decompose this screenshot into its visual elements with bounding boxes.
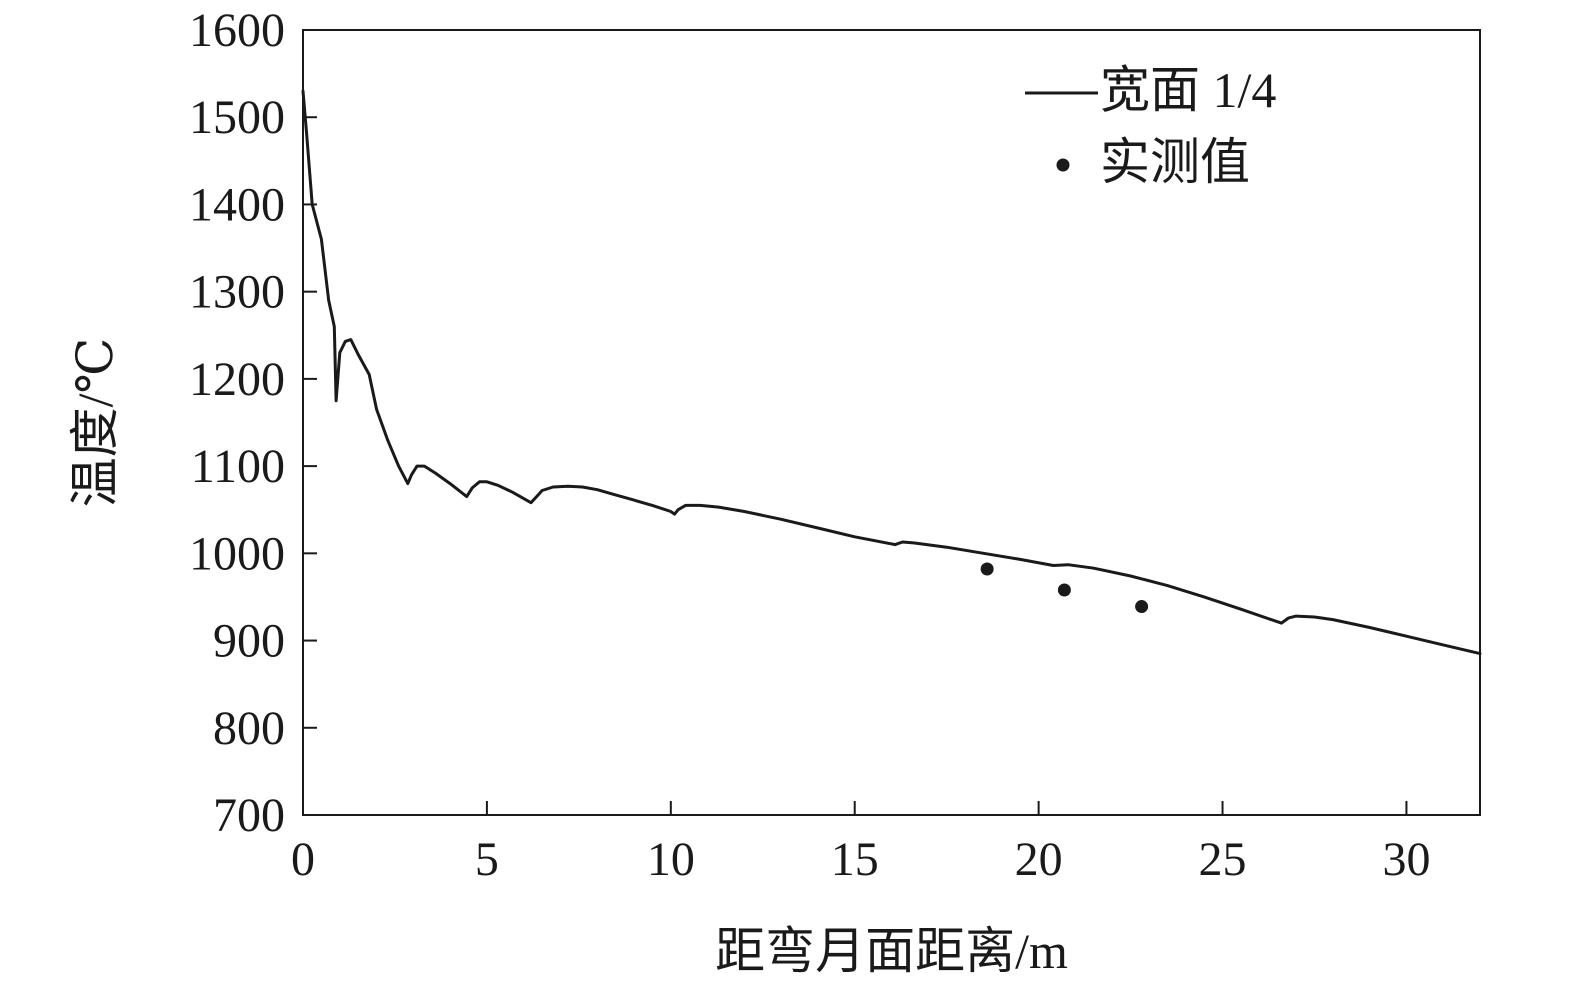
y-tick-label: 1500 xyxy=(189,91,285,144)
x-tick-label: 0 xyxy=(291,833,315,886)
measured-point xyxy=(1135,600,1149,614)
x-axis-title: 距弯月面距离/m xyxy=(715,923,1068,979)
y-tick-label: 1400 xyxy=(189,178,285,231)
y-tick-label: 1600 xyxy=(189,4,285,57)
x-tick-label: 25 xyxy=(1199,833,1247,886)
x-tick-label: 30 xyxy=(1382,833,1430,886)
measured-point xyxy=(980,562,994,576)
series-line-width-quarter xyxy=(301,89,1482,656)
legend-label-line: 宽面 1/4 xyxy=(1100,62,1276,118)
legend-dot-swatch xyxy=(1056,158,1070,172)
axes xyxy=(302,29,1481,816)
x-tick-label: 10 xyxy=(647,833,695,886)
ticks: 0 5 10 15 20 25 30 700 800 900 1000 1100 1200 1300 140… xyxy=(189,4,1430,886)
legend-label-points: 实测值 xyxy=(1100,134,1250,190)
y-tick-label: 800 xyxy=(213,702,285,755)
y-tick-label: 1100 xyxy=(191,440,285,493)
y-tick-label: 1000 xyxy=(189,527,285,580)
x-tick-label: 20 xyxy=(1015,833,1063,886)
legend: 宽面 1/4 实测值 xyxy=(1025,62,1276,190)
x-tick-label: 5 xyxy=(475,833,499,886)
y-axis-title: 温度/℃ xyxy=(67,338,123,508)
y-tick-label: 700 xyxy=(213,789,285,842)
series xyxy=(301,89,1482,656)
y-tick-label: 1300 xyxy=(189,266,285,319)
measured-point xyxy=(1057,583,1071,597)
y-tick-label: 1200 xyxy=(189,353,285,406)
x-tick-label: 15 xyxy=(831,833,879,886)
plot-frame xyxy=(302,29,1481,816)
y-tick-label: 900 xyxy=(213,615,285,668)
